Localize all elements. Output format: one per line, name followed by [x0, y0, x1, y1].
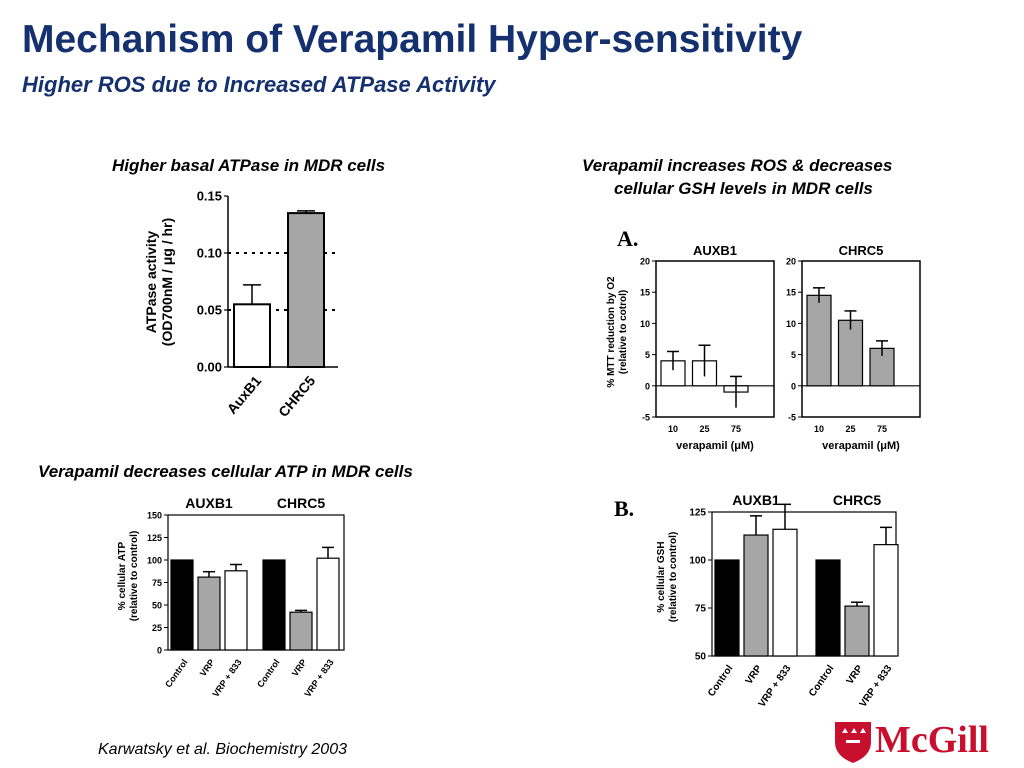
gsh-group-title-0: AUXB1	[732, 492, 780, 508]
mtt-ylabel-line2: (relative to cotrol)	[618, 290, 629, 374]
gsh-y-tick-label-0: 50	[695, 652, 707, 663]
gsh-chrc5-x-label-0: Control	[807, 663, 837, 699]
atpase-x-label-1: CHRC5	[275, 372, 318, 419]
atp-caption: Verapamil decreases cellular ATP in MDR …	[38, 462, 413, 481]
atpase-bar-auxb1	[233, 303, 271, 368]
mtt-chrc5-xlabel: verapamil (μM)	[822, 440, 900, 452]
gsh-auxb1-bar-1	[743, 534, 769, 657]
gsh-chrc5-bar-0	[815, 559, 841, 657]
atp-auxb1-x-label-1: VRP	[198, 657, 217, 678]
mtt-auxb1-x-label-2: 75	[731, 424, 741, 434]
gsh-ylabel-line2: (relative to control)	[668, 532, 679, 623]
mtt-chrc5-y-tick-label-2: 5	[791, 350, 796, 360]
atp-group-title-1: CHRC5	[277, 495, 325, 511]
atpase-y-tick-label-0: 0.00	[197, 360, 222, 375]
gsh-auxb1-x-label-0: Control	[706, 663, 736, 699]
gsh-chrc5-x-label-1: VRP	[845, 663, 866, 686]
mtt-chrc5-frame	[801, 260, 921, 418]
mtt-auxb1-y-tick-label-2: 5	[645, 350, 650, 360]
mtt-auxb1-y-tick-label-0: -5	[642, 413, 650, 423]
mtt-ylabel-line1: % MTT reduction by O2	[606, 276, 617, 388]
atp-ylabel-line2: (relative to control)	[129, 531, 140, 622]
mtt-chrc5-bar-10	[806, 294, 832, 387]
mtt-auxb1-title: AUXB1	[693, 243, 737, 258]
gsh-y-tick-label-3: 125	[689, 508, 706, 519]
atp-chrc5-bar-2	[316, 557, 340, 651]
atp-ylabel-line1: % cellular ATP	[117, 541, 128, 610]
mtt-chrc5-y-tick-label-1: 0	[791, 381, 796, 391]
gsh-chrc5-bar-2	[873, 544, 899, 657]
atp-y-tick-label-6: 150	[147, 511, 162, 521]
gsh-auxb1-bar-0	[714, 559, 740, 657]
panel-a-label: A.	[617, 226, 638, 251]
atp-group-title-0: AUXB1	[185, 495, 233, 511]
gsh-y-tick-label-1: 75	[695, 604, 707, 615]
atp-y-tick-label-2: 50	[152, 601, 162, 611]
mtt-chrc5-x-label-2: 75	[877, 424, 887, 434]
atpase-x-label-0: AuxB1	[224, 372, 265, 416]
atp-chrc5-bar-1	[289, 611, 313, 651]
mtt-chrc5-title: CHRC5	[839, 243, 884, 258]
atpase-ylabel-line1: ATPase activity	[143, 231, 159, 334]
mtt-auxb1-y-tick-label-1: 0	[645, 381, 650, 391]
atp-chrc5-bar-0	[262, 559, 286, 651]
atp-y-tick-label-1: 25	[152, 623, 162, 633]
atp-auxb1-bar-1	[197, 576, 221, 651]
gsh-auxb1-x-label-1: VRP	[744, 663, 765, 686]
mtt-chrc5-y-tick-label-3: 10	[786, 319, 796, 329]
mtt-chrc5-y-tick-label-5: 20	[786, 257, 796, 267]
mtt-auxb1-y-tick-label-5: 20	[640, 257, 650, 267]
mtt-chrc5-x-label-0: 10	[814, 424, 824, 434]
mtt-auxb1-x-label-1: 25	[699, 424, 709, 434]
atpase-caption: Higher basal ATPase in MDR cells	[112, 156, 386, 175]
gsh-chrc5-bar-1	[844, 605, 870, 657]
page-title: Mechanism of Verapamil Hyper-sensitivity	[22, 18, 803, 61]
atpase-y-tick-label-1: 0.05	[197, 303, 222, 318]
mtt-chrc5-y-tick-label-0: -5	[788, 413, 796, 423]
mtt-auxb1-x-label-0: 10	[668, 424, 678, 434]
atp-chrc5-x-label-0: Control	[255, 657, 282, 689]
gsh-y-tick-label-2: 100	[689, 556, 706, 567]
mtt-chrc5-x-label-1: 25	[845, 424, 855, 434]
atp-chrc5-x-label-1: VRP	[290, 657, 309, 678]
panel-b-label: B.	[614, 496, 634, 521]
atp-auxb1-x-label-0: Control	[163, 657, 190, 689]
atp-y-tick-label-3: 75	[152, 578, 162, 588]
mcgill-logo-text: McGill	[875, 719, 989, 761]
atpase-y-tick-label-2: 0.10	[197, 246, 222, 261]
mtt-chrc5-y-tick-label-4: 15	[786, 288, 796, 298]
ros-caption-line1: Verapamil increases ROS & decreases	[582, 156, 893, 175]
gsh-ylabel-line1: % cellular GSH	[656, 541, 667, 612]
atpase-ylabel-line2: (OD700nM / μg / hr)	[159, 218, 175, 346]
mtt-auxb1-y-tick-label-4: 15	[640, 288, 650, 298]
atpase-y-tick-label-3: 0.15	[197, 189, 222, 204]
gsh-group-title-1: CHRC5	[833, 492, 881, 508]
page-subtitle: Higher ROS due to Increased ATPase Activ…	[22, 72, 496, 97]
atp-y-tick-label-4: 100	[147, 556, 162, 566]
gsh-auxb1-bar-2	[772, 528, 798, 657]
atp-auxb1-bar-0	[170, 559, 194, 651]
mtt-auxb1-xlabel: verapamil (μM)	[676, 440, 754, 452]
atpase-bar-chrc5	[287, 212, 325, 368]
mtt-chrc5-bar-25	[837, 319, 864, 387]
atp-auxb1-bar-2	[224, 570, 248, 651]
atp-y-tick-label-0: 0	[157, 646, 162, 656]
ros-caption-line2: cellular GSH levels in MDR cells	[614, 179, 873, 198]
mtt-auxb1-y-tick-label-3: 10	[640, 319, 650, 329]
reference-citation: Karwatsky et al. Biochemistry 2003	[98, 741, 347, 758]
atp-y-tick-label-5: 125	[147, 533, 162, 543]
mtt-auxb1-frame	[655, 260, 775, 418]
